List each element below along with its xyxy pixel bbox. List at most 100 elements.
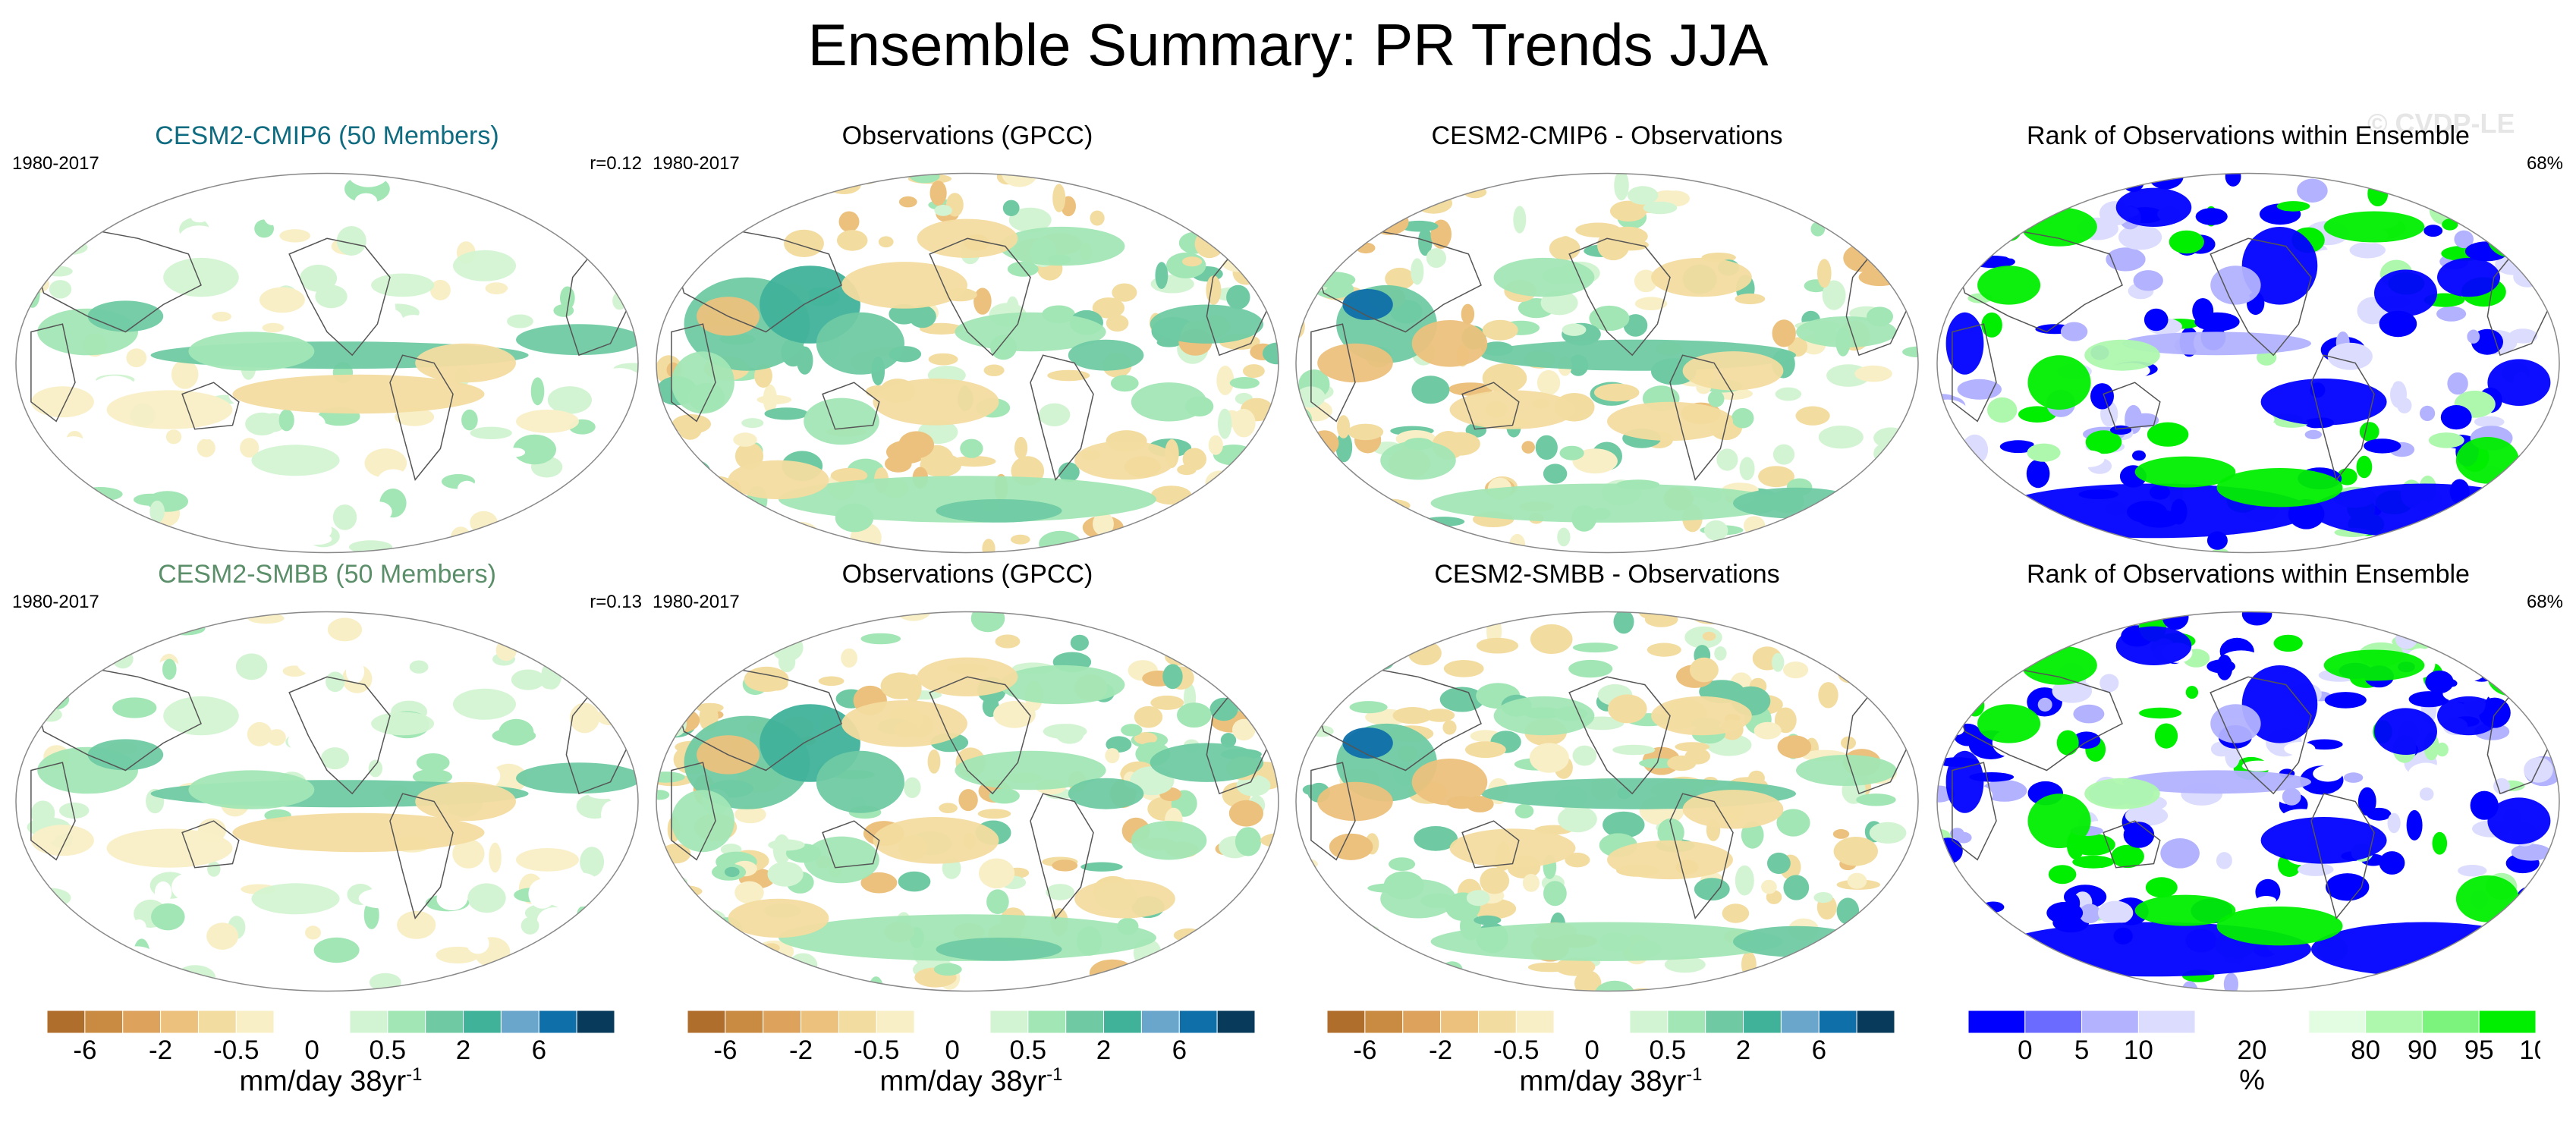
map-cell [1058,174,1102,184]
map-feature [1068,778,1144,809]
map-cell [262,322,285,333]
map-cell [2454,230,2474,249]
map-cell [794,968,831,991]
map-cell [1134,732,1158,745]
map-cell [1236,775,1271,797]
map-cell [1482,363,1527,393]
map-cell [315,284,348,309]
map-cell [1761,879,1777,894]
map-cell [535,806,571,828]
coastline [1030,354,1094,482]
map-cell [1103,970,1131,985]
map-feature [1342,289,1393,320]
map-cell [734,805,766,824]
map-cell [175,190,193,212]
map-cell [485,282,508,294]
map-cell [934,205,952,216]
coastline [671,762,716,861]
map-cell [354,193,378,209]
map-cell [671,975,697,991]
map-cell [2037,697,2052,712]
map-cell [27,964,42,975]
map-cell [1822,280,1846,310]
map-cell [1338,639,1374,655]
map-cell [1459,173,1497,178]
map-cell [827,175,861,194]
map-cell [2381,530,2412,553]
map-feature [2374,708,2437,755]
map-cell [58,929,86,949]
map-cell [517,202,542,215]
map-cell [982,539,995,553]
map-cell [55,240,88,255]
map-plot [1936,611,2560,992]
map-cell [2401,531,2436,544]
map-cell [395,622,423,632]
map-cell [16,526,27,539]
map-feature [87,300,164,332]
map-cell [207,861,221,877]
map-cell [1964,199,1989,212]
map-cell [1818,682,1838,709]
map-cell [1369,498,1411,513]
map-feature [87,739,164,771]
map-feature [415,781,516,822]
map-feature [728,460,829,500]
map-cell [1166,252,1206,278]
map-cell [1772,319,1796,347]
map-cell [1863,504,1882,529]
map-cell [2447,372,2468,395]
map-cell [1319,636,1338,658]
map-cell [594,507,621,534]
colorbar-tick: 6 [1172,1035,1187,1062]
coastline [2310,354,2375,482]
map-cell [436,887,467,910]
map-cell [1465,741,1506,759]
map-feature [2084,339,2160,371]
map-cell [1981,312,2002,338]
map-cell [1121,724,1143,737]
map-cell [305,925,321,940]
map-cell [2027,443,2061,462]
map-cell [399,876,442,890]
map-cell [262,197,282,225]
colorbar-label-exponent: -1 [406,1064,423,1085]
colorbar-box [1667,1010,1706,1034]
map-cell [1869,822,1907,844]
map-cell [1296,634,1308,655]
map-cell [1220,733,1237,748]
colorbar-trend-1: -6 -2 -0.5 0 0.5 2 6 mm/day 38yr-1 [42,1009,619,1123]
map-feature [188,332,315,371]
map-cell [97,514,143,530]
map-cell [2500,955,2521,973]
map-cell [150,617,174,630]
colorbar-tick: 20 [2238,1035,2267,1062]
map-cell [1627,186,1659,205]
map-cell [2282,787,2301,806]
map-cell [1480,867,1510,894]
map-cell [1939,907,1971,929]
map-feature [1430,483,1784,523]
colorbar-box [2081,1010,2139,1034]
map-cell [2068,894,2081,913]
map-cell [461,409,478,431]
map-cell [2425,670,2454,694]
map-feature [2260,817,2387,864]
map-cell [601,800,621,828]
map-cell [1883,680,1911,710]
colorbar-tick: -0.5 [1493,1035,1539,1062]
map-cell [1772,652,1785,672]
map-cell [1463,186,1487,199]
correlation-label: r=0.13 [590,592,642,612]
colorbar-box [1027,1010,1067,1034]
map-border [1936,611,2560,992]
map-cell [2349,242,2386,259]
map-cell [510,822,527,844]
map-cell [370,936,413,952]
map-cell [2060,322,2088,341]
map-cell [1226,284,1250,310]
map-cell [1530,624,1573,655]
map-feature [804,836,879,884]
map-cell [16,971,42,991]
map-cell [2420,405,2436,421]
